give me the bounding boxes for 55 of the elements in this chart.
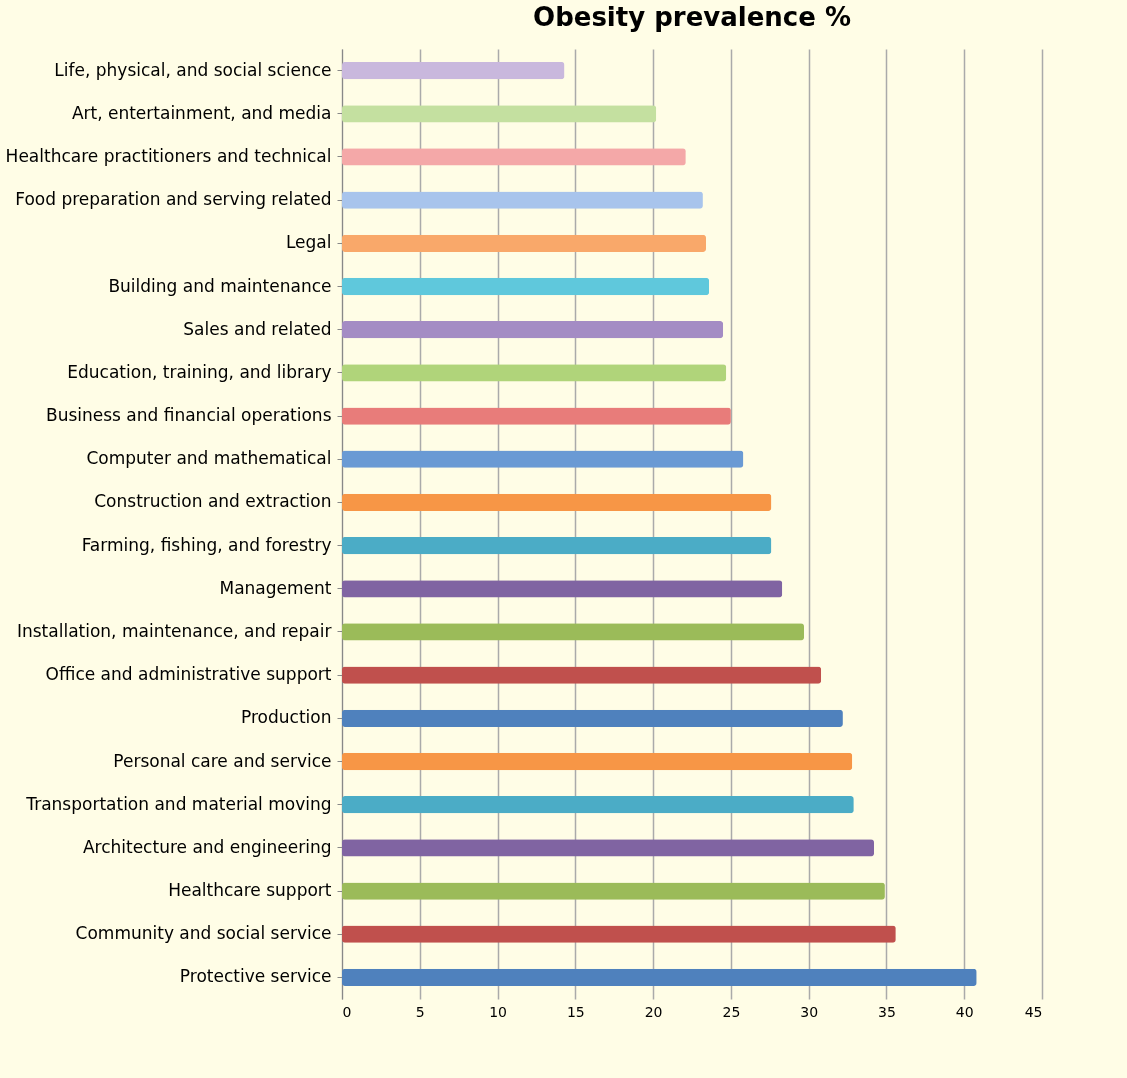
- bar: [342, 925, 896, 943]
- bar: [342, 321, 724, 339]
- x-tick-label: 5: [415, 1003, 425, 1020]
- bar: [342, 493, 772, 512]
- bar: [342, 536, 772, 555]
- bar: [342, 709, 843, 727]
- bar: [342, 968, 977, 987]
- y-tick-label: Healthcare practitioners and technical: [5, 145, 332, 166]
- x-tick-label: 30: [800, 1003, 819, 1020]
- x-tick-label: 25: [722, 1003, 741, 1020]
- y-tick-label: Farming, fishing, and forestry: [81, 534, 332, 555]
- bar: [342, 623, 804, 641]
- bar: [342, 61, 565, 80]
- y-tick-label: Computer and mathematical: [86, 448, 332, 469]
- y-tick-label: Business and financial operations: [45, 405, 332, 426]
- bar: [342, 105, 657, 123]
- y-tick-label: Personal care and service: [113, 750, 332, 771]
- y-tick-label: Legal: [285, 232, 332, 253]
- x-tick-label: 15: [566, 1003, 585, 1020]
- bar: [342, 882, 885, 900]
- y-tick-label: Community and social service: [75, 923, 332, 944]
- bar: [342, 666, 822, 684]
- x-tick-label: 20: [644, 1003, 663, 1020]
- x-tick-label: 45: [1024, 1003, 1043, 1020]
- bar: [342, 752, 853, 771]
- bar: [342, 191, 703, 209]
- y-tick-label: Office and administrative support: [45, 664, 332, 685]
- y-tick-label: Installation, maintenance, and repair: [16, 620, 332, 641]
- bar: [342, 580, 783, 598]
- y-tick-label: Production: [241, 707, 332, 728]
- y-tick-label: Protective service: [179, 966, 332, 987]
- y-tick-label: Education, training, and library: [67, 361, 332, 382]
- x-tick-label: 10: [489, 1003, 507, 1020]
- y-tick-label: Life, physical, and social science: [54, 59, 332, 80]
- y-tick-label: Healthcare support: [168, 880, 332, 901]
- x-tick-label: 0: [342, 1003, 352, 1020]
- chart-title: Obesity prevalence %: [533, 2, 851, 32]
- y-tick-label: Art, entertainment, and media: [71, 102, 332, 123]
- bar: [342, 234, 706, 252]
- bar: [342, 407, 731, 425]
- y-tick-label: Sales and related: [183, 318, 332, 339]
- bar: [342, 796, 854, 814]
- bar: [342, 148, 686, 166]
- y-tick-label: Building and maintenance: [108, 275, 332, 296]
- y-tick-label: Management: [219, 577, 332, 598]
- y-tick-label: Construction and extraction: [94, 491, 332, 512]
- y-tick-label: Architecture and engineering: [82, 836, 332, 857]
- x-tick-label: 35: [878, 1003, 896, 1020]
- bar: [342, 277, 710, 296]
- bar: [342, 839, 874, 857]
- bar: [342, 364, 727, 382]
- y-tick-label: Transportation and material moving: [25, 793, 332, 814]
- bar: [342, 450, 744, 468]
- y-tick-label: Food preparation and serving related: [15, 189, 332, 210]
- x-tick-label: 40: [955, 1003, 974, 1020]
